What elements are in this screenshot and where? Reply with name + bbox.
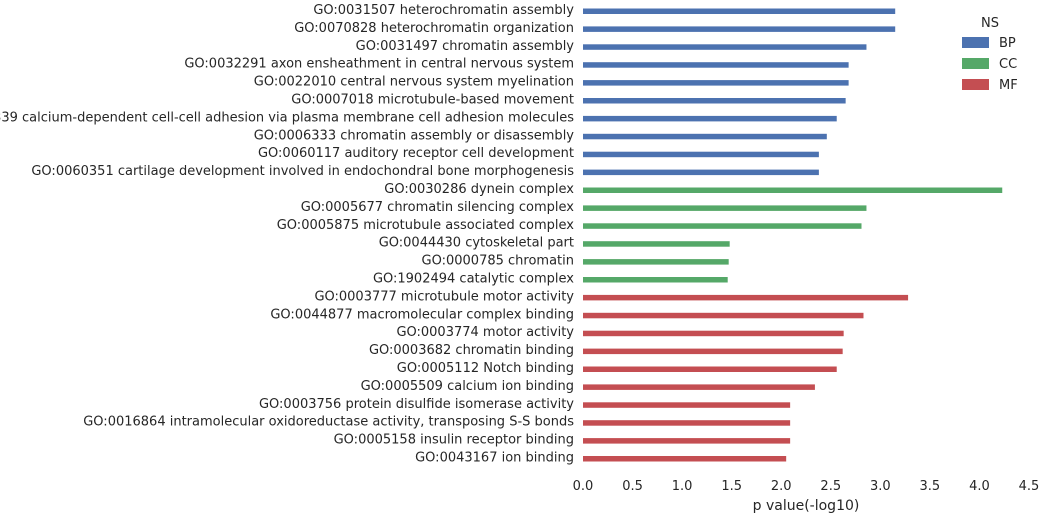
category-label-group: GO:0031507 heterochromatin assembly GO:00…: [0, 3, 574, 466]
category-label: GO:0060117 auditory receptor cell develo…: [258, 146, 574, 161]
bar: [583, 348, 843, 355]
legend-swatch: [962, 37, 989, 48]
bar: [583, 223, 862, 229]
x-tick-label: 3.0: [870, 479, 891, 494]
category-label: GO:0030286 dynein complex: [384, 182, 574, 197]
x-tick-label: 4.0: [969, 479, 990, 494]
category-label: GO:1902494 catalytic complex: [373, 272, 574, 287]
bar: [583, 330, 844, 337]
category-label: GO:0022010 central nervous system myelin…: [254, 75, 574, 90]
category-label: GO:0031497 chromatin assembly: [356, 39, 575, 54]
category-label: GO:0044877 macromolecular complex bindin…: [270, 307, 574, 322]
category-label: GO:0031507 heterochromatin assembly: [313, 3, 574, 18]
bar: [583, 98, 846, 104]
category-label: GO:0000785 chromatin: [422, 254, 574, 269]
category-label: GO:0006333 chromatin assembly or disasse…: [254, 128, 575, 143]
category-label: GO:0005158 insulin receptor binding: [334, 433, 574, 448]
bar: [583, 115, 837, 122]
legend-entries: BP CC MF: [962, 36, 1018, 93]
x-tick-label: 4.5: [1019, 479, 1040, 494]
bar: [583, 294, 909, 301]
bar: [583, 241, 730, 247]
bar: [583, 420, 791, 426]
x-tick-label: 1.5: [721, 479, 742, 494]
category-label: GO:0032291 axon ensheathment in central …: [184, 57, 574, 72]
legend: NS BP CC MF: [962, 16, 1018, 93]
bar: [583, 8, 896, 14]
legend-swatch: [962, 79, 989, 90]
bar: [583, 277, 728, 283]
category-label: GO:0003777 microtubule motor activity: [314, 289, 574, 304]
category-label: GO:0003756 protein disulfide isomerase a…: [259, 397, 574, 412]
bar: [583, 187, 1003, 193]
bar: [583, 44, 867, 50]
legend-label: BP: [999, 36, 1016, 51]
legend-swatch: [962, 58, 989, 69]
category-label: GO:0005112 Notch binding: [397, 361, 574, 376]
category-label: GO:0003774 motor activity: [396, 325, 574, 340]
bar: [583, 402, 791, 408]
bar: [583, 169, 819, 176]
bar-group: [583, 8, 1003, 462]
legend-title: NS: [981, 16, 999, 31]
bar: [583, 312, 864, 319]
category-label: GO:0003682 chromatin binding: [369, 343, 574, 358]
x-tick-label: 1.0: [672, 479, 693, 494]
bar: [583, 151, 819, 158]
category-label: GO:0005509 calcium ion binding: [361, 379, 574, 394]
category-label: GO:0044430 cytoskeletal part: [379, 236, 574, 251]
bar: [583, 366, 837, 372]
legend-label: MF: [999, 78, 1018, 93]
bar: [583, 205, 867, 211]
bar: [583, 80, 849, 86]
x-axis-title: p value(-log10): [753, 498, 860, 514]
bar: [583, 133, 827, 140]
category-label: GO:0007018 microtubule-based movement: [291, 93, 574, 108]
x-tick-label: 3.5: [920, 479, 941, 494]
category-label: GO:0043167 ion binding: [415, 451, 574, 466]
bar: [583, 384, 815, 390]
category-label: GO:0070828 heterochromatin organization: [294, 21, 574, 36]
bar: [583, 438, 791, 444]
x-tick-label: 2.5: [820, 479, 841, 494]
bar: [583, 259, 729, 265]
bar: [583, 456, 787, 462]
legend-label: CC: [999, 57, 1017, 72]
category-label: GO:0016339 calcium-dependent cell-cell a…: [0, 110, 574, 125]
x-tick-group: 0.0 0.5 1.0 1.5 2.0 2.5 3.0 3.5 4.0 4.5: [573, 479, 1040, 494]
category-label: GO:0060351 cartilage development involve…: [31, 164, 574, 179]
category-label: GO:0005875 microtubule associated comple…: [277, 218, 575, 233]
category-label: GO:0016864 intramolecular oxidoreductase…: [83, 415, 574, 430]
bar: [583, 26, 896, 32]
x-tick-label: 0.5: [622, 479, 643, 494]
bar: [583, 62, 849, 68]
x-tick-label: 0.0: [573, 479, 594, 494]
x-tick-label: 2.0: [771, 479, 792, 494]
category-label: GO:0005677 chromatin silencing complex: [301, 200, 575, 215]
